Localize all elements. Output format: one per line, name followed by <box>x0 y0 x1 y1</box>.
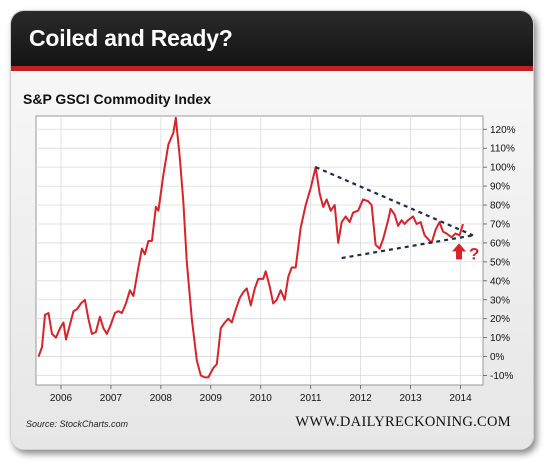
lower-trendline <box>341 234 474 260</box>
x-tick-label: 2014 <box>449 393 472 404</box>
chart-card: Coiled and Ready? S&P GSCI Commodity Ind… <box>10 10 534 450</box>
plot-area <box>35 115 484 386</box>
up-arrow-icon <box>452 243 467 260</box>
y-tick-label: 20% <box>490 314 510 325</box>
y-tick-label: 110% <box>490 144 515 155</box>
y-tick-label: 100% <box>490 163 516 174</box>
x-tick-label: 2012 <box>350 393 373 404</box>
y-tick-label: 30% <box>490 295 510 306</box>
y-tick-label: -10% <box>490 371 513 382</box>
y-tick-label: 40% <box>490 276 510 287</box>
series-line <box>37 116 464 379</box>
x-tick-label: 2009 <box>200 393 223 404</box>
y-tick-label: 70% <box>490 219 510 230</box>
y-tick-label: 60% <box>490 238 510 249</box>
header-banner: Coiled and Ready? <box>11 11 533 71</box>
question-mark-icon: ? <box>469 244 479 263</box>
source-note: Source: StockCharts.com <box>26 419 129 429</box>
x-tick-label: 2010 <box>250 393 273 404</box>
x-tick-label: 2011 <box>300 393 322 404</box>
line-chart: 120% 110% 100% 90% 80% 70% 60% 50% 40% 30% 20% 10% 0… <box>35 115 516 404</box>
y-tick-label: 120% <box>490 125 516 136</box>
y-tick-label: 10% <box>490 333 510 344</box>
chart-title: S&P GSCI Commodity Index <box>23 91 211 107</box>
y-tick-label: 90% <box>490 182 510 193</box>
x-tick-label: 2008 <box>150 393 173 404</box>
chart-panel: S&P GSCI Commodity Index 120% 110% 100% 90%… <box>11 71 533 449</box>
y-tick-label: 50% <box>490 257 510 268</box>
x-tick-label: 2006 <box>50 393 73 404</box>
header-title: Coiled and Ready? <box>29 25 233 51</box>
x-tick-label: 2013 <box>399 393 422 404</box>
y-tick-label: 0% <box>490 352 505 363</box>
x-tick-label: 2007 <box>100 393 123 404</box>
site-url: WWW.DAILYRECKONING.COM <box>295 414 511 430</box>
y-tick-label: 80% <box>490 201 510 212</box>
